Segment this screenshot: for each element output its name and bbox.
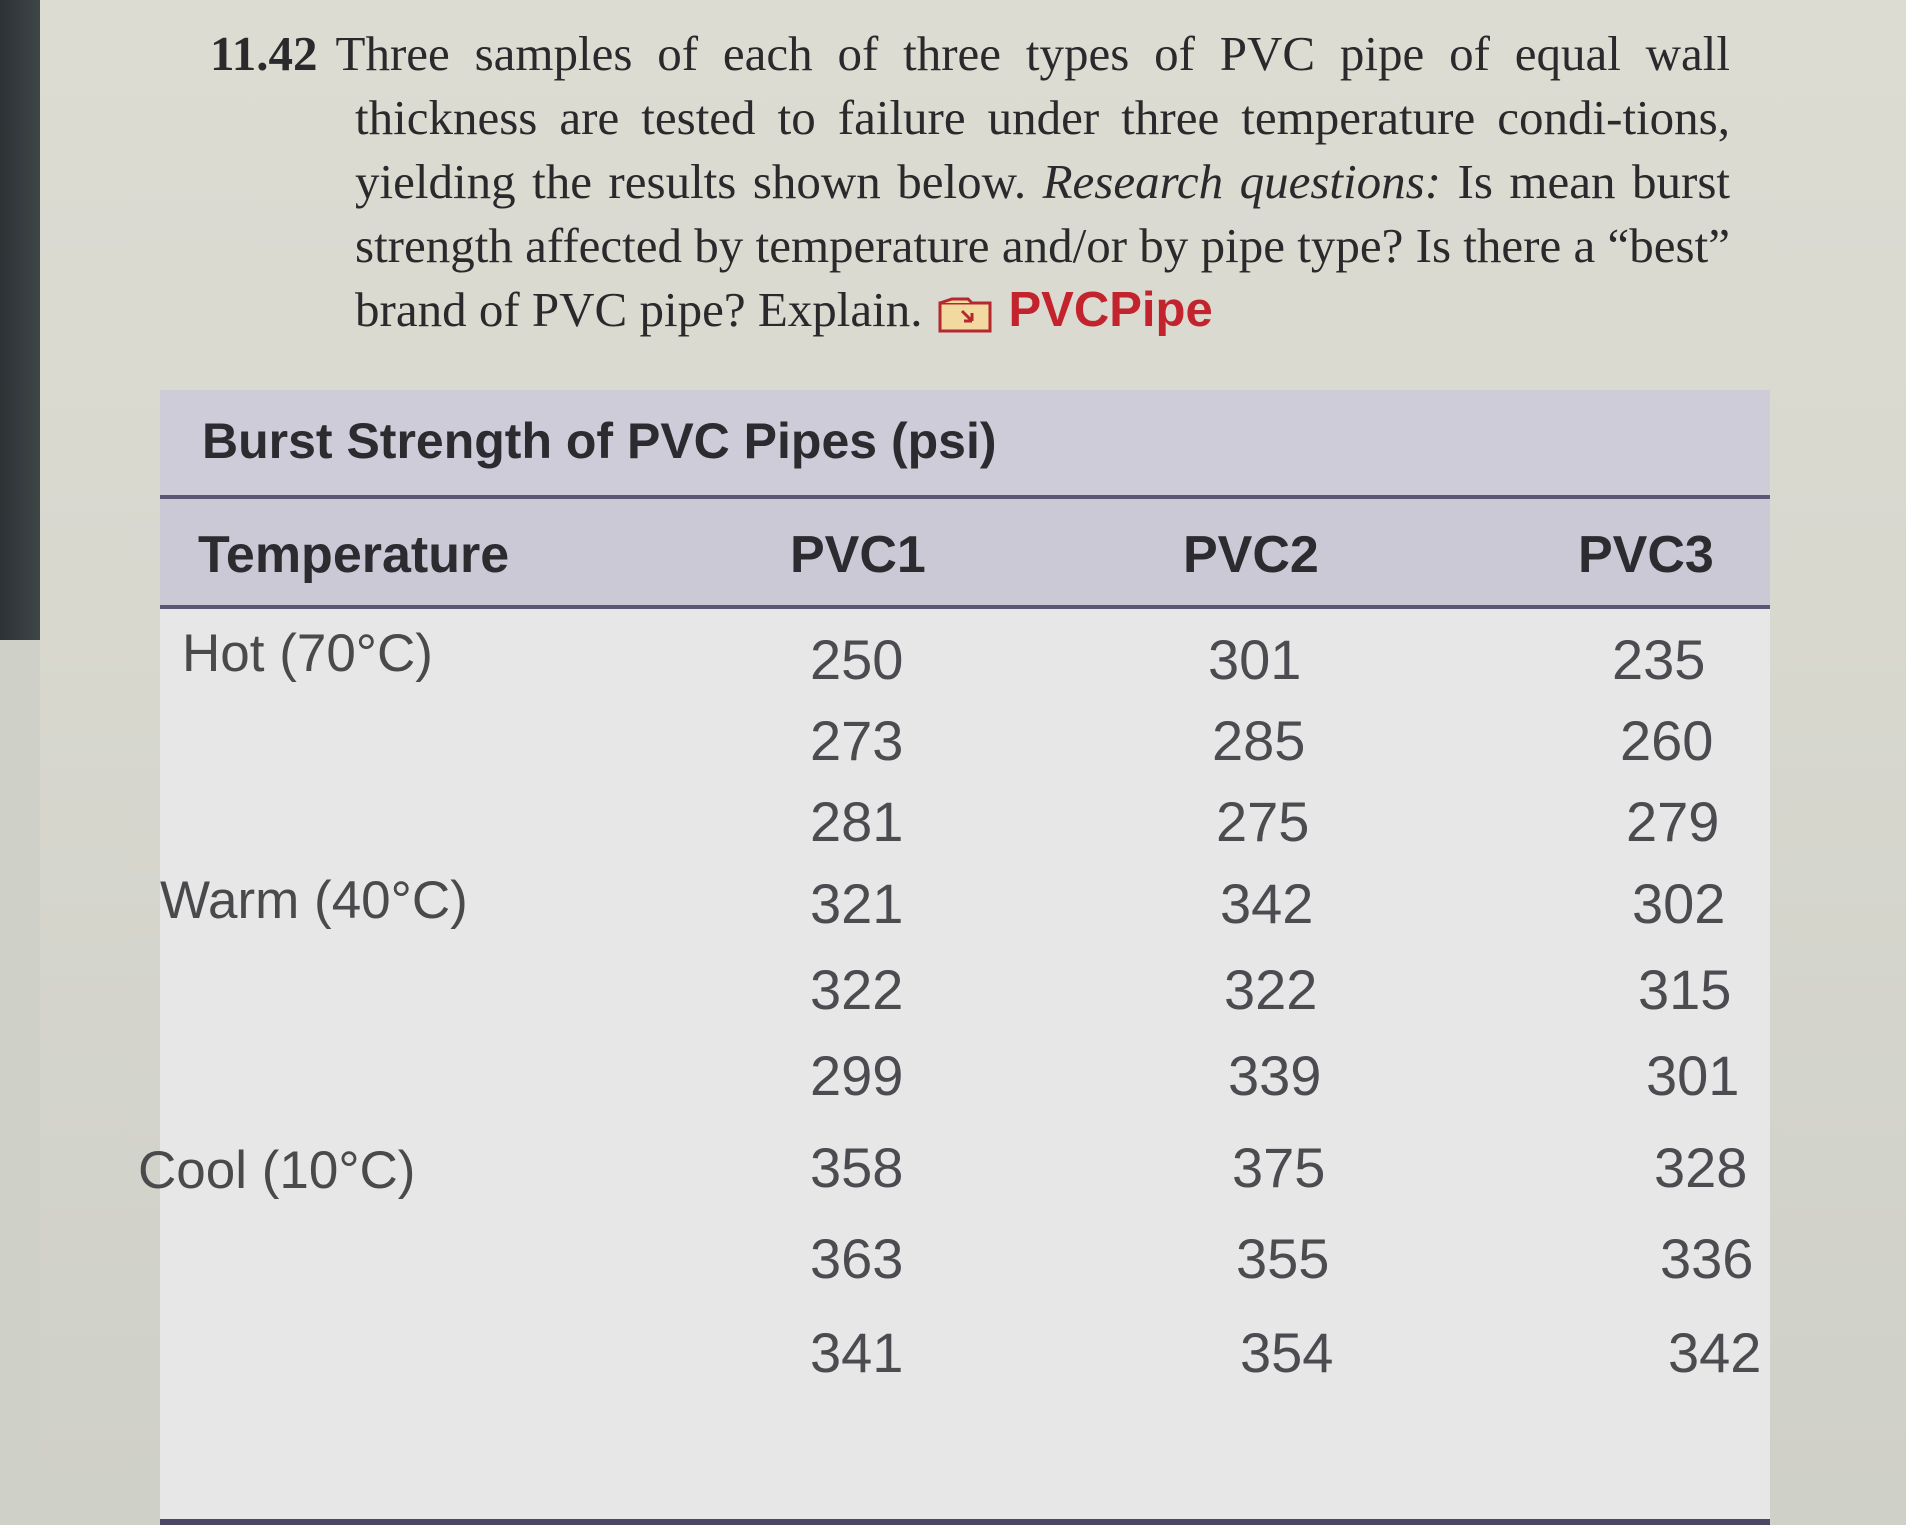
table-cell: 341 [810, 1321, 904, 1384]
problem-statement: 11.42 Three samples of each of three type… [210, 22, 1730, 342]
row-label-cool: Cool (10°C) [138, 1141, 416, 1200]
column-header-temperature: Temperature [198, 526, 510, 584]
table-cell: 355 [1236, 1227, 1330, 1290]
table-cell: 285 [1212, 709, 1306, 772]
problem-number: 11.42 [210, 26, 318, 81]
table-cell: 358 [810, 1136, 904, 1199]
table-title: Burst Strength of PVC Pipes (psi) [202, 413, 997, 469]
table-cell: 275 [1216, 790, 1310, 853]
table-cell: 322 [1224, 958, 1318, 1021]
table-cell: 250 [810, 628, 904, 691]
table-cell: 299 [810, 1044, 904, 1107]
table-cell: 328 [1654, 1136, 1748, 1199]
column-header-pvc3: PVC3 [1578, 526, 1714, 584]
table-cell: 260 [1620, 709, 1714, 772]
table-cell: 281 [810, 790, 904, 853]
table-cell: 363 [810, 1227, 904, 1290]
table-title-bar: Burst Strength of PVC Pipes (psi) [160, 390, 1770, 499]
research-label: Research questions: [1042, 154, 1442, 209]
table-cell: 342 [1220, 872, 1314, 935]
table-cell: 322 [810, 958, 904, 1021]
table-cell: 235 [1612, 628, 1706, 691]
problem-intro: Three samples of each of three types of … [335, 26, 1730, 209]
table-cell: 301 [1208, 628, 1302, 691]
table-cell: 342 [1668, 1321, 1762, 1384]
table-body: Hot (70°C) Warm (40°C) Cool (10°C) 250 3… [138, 609, 1770, 1525]
table-cell: 301 [1646, 1044, 1740, 1107]
table-cell: 354 [1240, 1321, 1334, 1384]
table-cell: 339 [1228, 1044, 1322, 1107]
table-cell: 315 [1638, 958, 1732, 1021]
row-label-hot: Hot (70°C) [182, 624, 433, 683]
row-label-warm: Warm (40°C) [160, 871, 468, 930]
table-cell: 321 [810, 872, 904, 935]
data-file-icon[interactable] [938, 297, 994, 333]
problem-questions: Is mean burst strength affected by tempe… [355, 154, 1731, 337]
table-cell: 302 [1632, 872, 1726, 935]
table-cell: 273 [810, 709, 904, 772]
data-file-name[interactable]: PVCPipe [1008, 283, 1213, 337]
burst-strength-table: Burst Strength of PVC Pipes (psi) Temper… [138, 390, 1770, 1525]
column-header-pvc1: PVC1 [790, 526, 926, 584]
table-cell: 279 [1626, 790, 1720, 853]
problem-text: 11.42 Three samples of each of three type… [210, 22, 1730, 342]
column-header-pvc2: PVC2 [1183, 526, 1319, 584]
table-cell: 375 [1232, 1136, 1326, 1199]
table-header-row: Temperature PVC1 PVC2 PVC3 [160, 499, 1770, 609]
table-cell: 336 [1660, 1227, 1754, 1290]
